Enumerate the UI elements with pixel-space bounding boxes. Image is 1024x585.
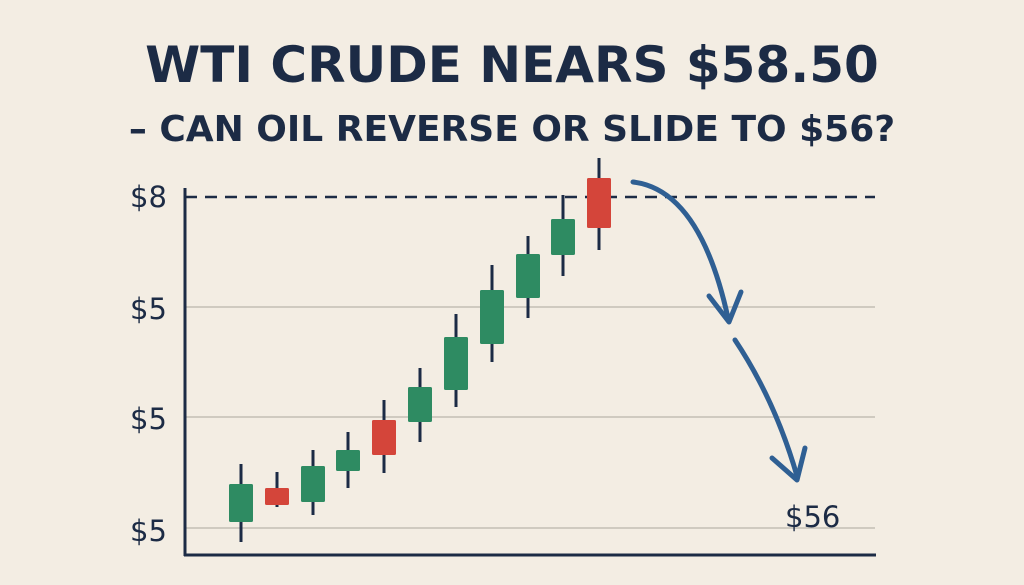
candle-body bbox=[551, 219, 575, 255]
candles bbox=[229, 158, 611, 542]
arrow-head bbox=[769, 445, 808, 483]
title-line: – CAN OIL REVERSE OR SLIDE TO $56? bbox=[129, 109, 895, 150]
candle-body bbox=[480, 290, 504, 344]
arrow bbox=[630, 179, 731, 321]
arrow-head bbox=[706, 289, 744, 325]
candle-body bbox=[229, 484, 253, 522]
arrow bbox=[732, 337, 800, 479]
y-label: $5 bbox=[130, 292, 167, 326]
y-label: $8 bbox=[130, 180, 167, 214]
candle-body bbox=[516, 254, 540, 298]
annotation: $56 bbox=[785, 500, 840, 534]
candle-body bbox=[372, 420, 396, 455]
candle-body bbox=[265, 488, 289, 505]
y-label: $5 bbox=[130, 402, 167, 436]
candle-body bbox=[301, 466, 325, 502]
candle-body bbox=[336, 450, 360, 471]
candle-body bbox=[408, 387, 432, 422]
candle-body bbox=[444, 337, 468, 390]
candle-body bbox=[587, 178, 611, 228]
title-line: WTI CRUDE NEARS $58.50 bbox=[145, 36, 879, 94]
y-label: $5 bbox=[130, 514, 167, 548]
